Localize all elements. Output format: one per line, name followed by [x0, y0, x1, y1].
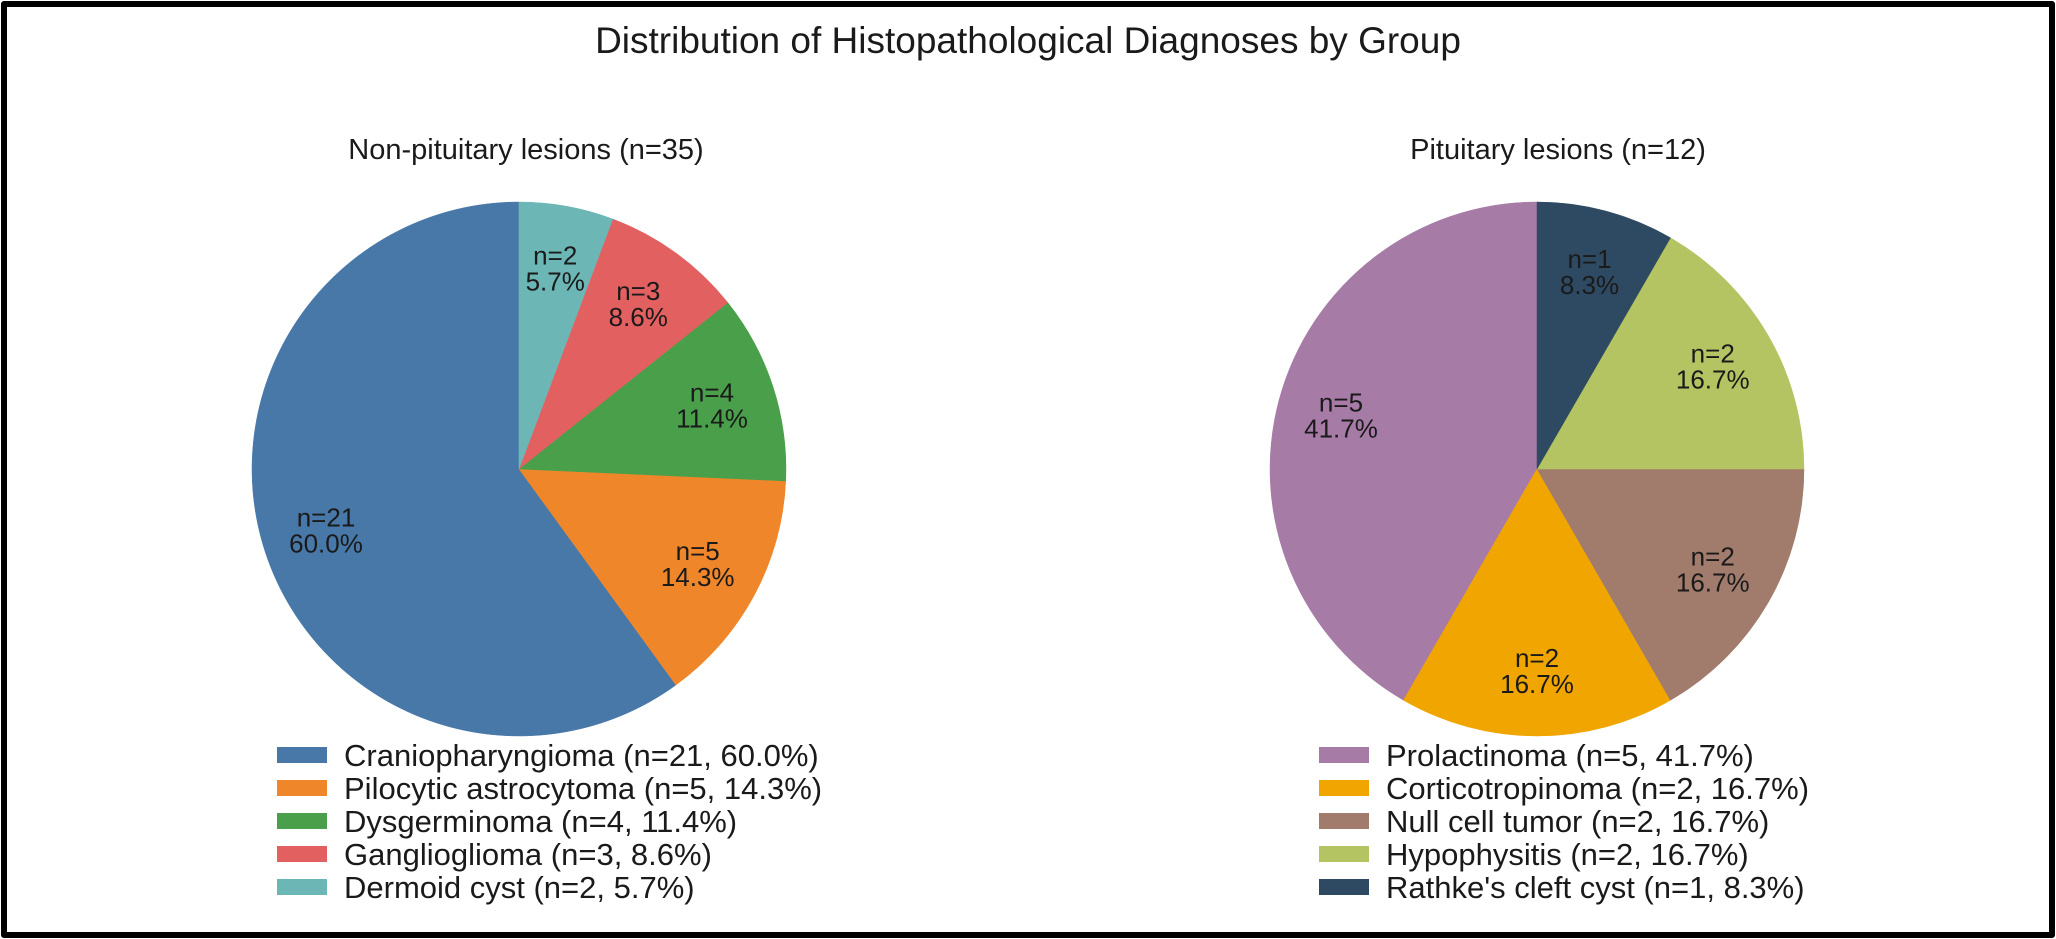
svg-text:8.3%: 8.3% [1560, 270, 1619, 300]
svg-text:16.7%: 16.7% [1500, 669, 1574, 699]
svg-text:60.0%: 60.0% [289, 529, 363, 559]
svg-text:5.7%: 5.7% [526, 266, 585, 296]
svg-text:11.4%: 11.4% [676, 403, 748, 433]
svg-text:14.3%: 14.3% [661, 562, 735, 592]
svg-text:41.7%: 41.7% [1304, 413, 1378, 443]
svg-text:8.6%: 8.6% [609, 302, 668, 332]
svg-text:16.7%: 16.7% [1676, 567, 1750, 597]
svg-text:16.7%: 16.7% [1676, 365, 1750, 395]
